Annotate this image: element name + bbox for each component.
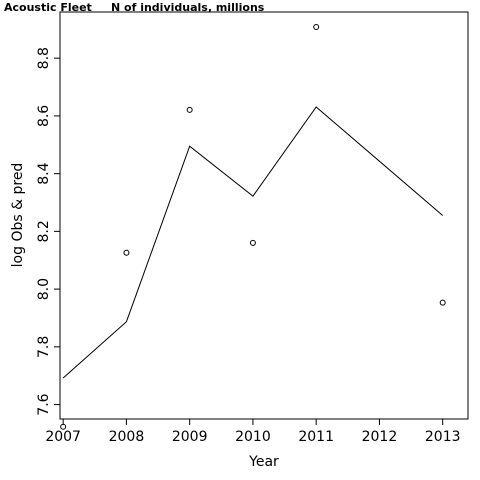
x-axis: 2007 2008 2009 2010 2011 2012 2013 xyxy=(45,419,461,445)
x-axis-label: Year xyxy=(248,454,279,470)
x-tick-label: 2007 xyxy=(45,429,81,445)
x-tick-label: 2011 xyxy=(298,429,334,445)
y-tick-label: 8.2 xyxy=(36,220,52,242)
observed-point xyxy=(123,249,130,256)
y-tick-label: 8.0 xyxy=(36,278,52,300)
observed-point xyxy=(313,24,320,31)
chart-title-fleet: Acoustic Fleet xyxy=(4,1,92,14)
observed-point xyxy=(439,299,446,306)
chart-title-quantity: N of individuals, millions xyxy=(111,1,265,14)
y-tick-label: 8.8 xyxy=(36,47,52,69)
y-tick-label: 7.6 xyxy=(36,393,52,415)
y-tick-label: 8.6 xyxy=(36,105,52,127)
y-axis: 7.6 7.8 8.0 8.2 8.4 8.6 8.8 xyxy=(36,47,60,416)
observed-point xyxy=(60,423,67,430)
plot-frame xyxy=(59,11,469,420)
y-tick-label: 7.8 xyxy=(36,336,52,358)
x-tick-label: 2009 xyxy=(172,429,208,445)
series-line-predicted xyxy=(62,106,444,379)
x-tick-label: 2013 xyxy=(425,429,461,445)
observed-point xyxy=(249,239,256,246)
y-tick-label: 8.4 xyxy=(36,162,52,184)
x-tick-label: 2010 xyxy=(235,429,271,445)
x-tick-label: 2012 xyxy=(362,429,398,445)
observed-point xyxy=(186,106,193,113)
y-axis-label: log Obs & pred xyxy=(10,163,26,268)
series-points-observed xyxy=(60,24,446,430)
x-tick-label: 2008 xyxy=(109,429,145,445)
